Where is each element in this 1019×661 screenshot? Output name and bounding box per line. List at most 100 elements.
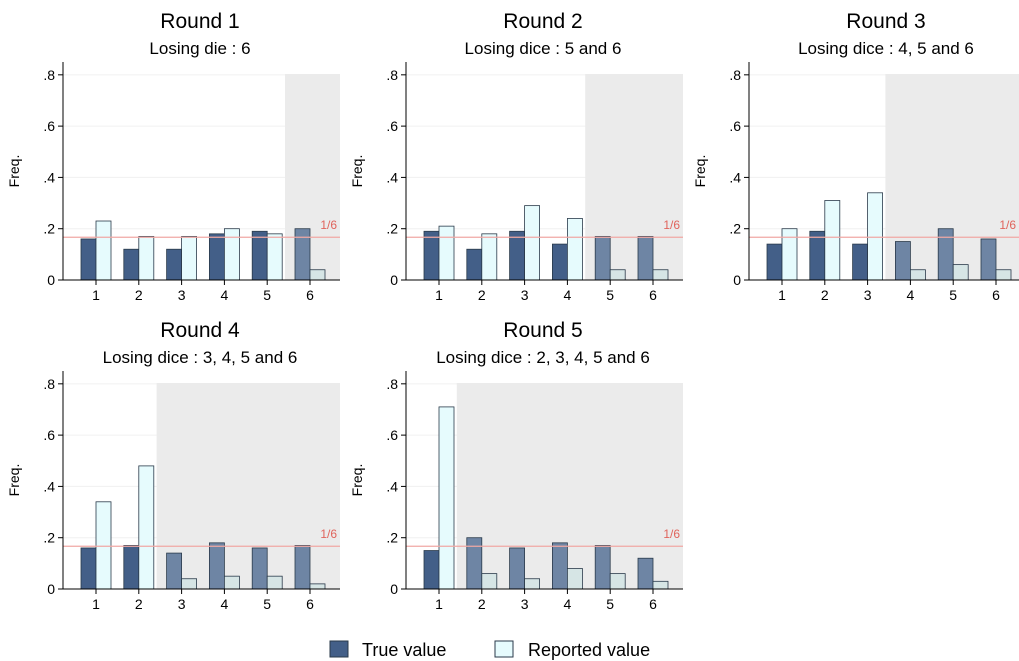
y-tick-label: .6 (729, 118, 741, 134)
bar-reported-value (567, 218, 583, 281)
y-tick-label: .8 (386, 67, 398, 83)
x-tick-label: 5 (606, 596, 614, 612)
panel-round-1: Round 1 Losing die : 6 1 2 3 4 5 6 1/6 0 .2 .4 .6 .8 F… (6, 10, 340, 303)
y-tick-label: 0 (390, 272, 398, 288)
x-tick-label: 6 (306, 287, 314, 303)
x-tick-label: 4 (221, 596, 229, 612)
bar-reported-value (481, 233, 498, 281)
x-tick-label: 4 (907, 287, 915, 303)
x-tick-label: 4 (221, 287, 229, 303)
panel-subtitle: Losing dice : 4, 5 and 6 (798, 39, 974, 58)
x-tick-label: 5 (263, 287, 271, 303)
y-axis-label: Freq. (349, 464, 365, 497)
x-tick-label: 6 (649, 596, 657, 612)
y-tick-label: 0 (47, 272, 55, 288)
reference-line-label: 1/6 (320, 218, 337, 232)
y-tick-label: 0 (390, 581, 398, 597)
x-tick-label: 4 (564, 596, 572, 612)
bar-true-value (895, 241, 911, 281)
bar-reported-value (609, 269, 626, 281)
y-axis-label: Freq. (349, 155, 365, 188)
y-tick-label: .2 (729, 221, 741, 237)
x-tick-label: 5 (949, 287, 957, 303)
y-tick-label: .4 (386, 478, 398, 494)
x-tick-label: 2 (821, 287, 829, 303)
bar-true-value (852, 243, 868, 281)
bar-true-value (251, 230, 268, 281)
x-tick-label: 6 (649, 287, 657, 303)
bar-reported-value (910, 269, 926, 281)
legend-label-true-value: True value (362, 640, 446, 660)
y-axis-label: Freq. (692, 155, 708, 188)
x-tick-label: 3 (521, 596, 529, 612)
panel-round-2: Round 2 Losing dice : 5 and 6 1 2 3 4 5 6 1/6 0 .2… (349, 10, 683, 303)
bar-reported-value (309, 583, 326, 590)
x-tick-label: 1 (435, 596, 443, 612)
bar-reported-value (181, 578, 198, 590)
panel-subtitle: Losing dice : 2, 3, 4, 5 and 6 (436, 348, 650, 367)
bar-true-value (80, 238, 97, 281)
x-tick-label: 2 (478, 596, 486, 612)
bar-true-value (294, 228, 311, 281)
bar-true-value (466, 248, 483, 281)
bar-true-value (423, 230, 440, 281)
bar-true-value (980, 238, 997, 281)
x-tick-label: 6 (992, 287, 1000, 303)
bar-true-value (594, 235, 611, 281)
y-tick-label: 0 (733, 272, 741, 288)
y-axis-label: Freq. (6, 155, 22, 188)
panel-title: Round 5 (503, 319, 582, 342)
y-tick-label: .4 (43, 169, 55, 185)
bar-reported-value (95, 220, 112, 281)
reference-line-label: 1/6 (663, 527, 680, 541)
bar-reported-value (266, 575, 283, 590)
bar-true-value (166, 552, 183, 590)
bar-true-value (251, 547, 268, 590)
bar-reported-value (223, 575, 240, 590)
y-tick-label: .2 (386, 221, 398, 237)
panel-subtitle: Losing die : 6 (149, 39, 250, 58)
y-tick-label: .2 (386, 530, 398, 546)
y-tick-label: .6 (43, 118, 55, 134)
x-tick-label: 3 (178, 596, 186, 612)
bar-true-value (423, 550, 440, 590)
x-tick-label: 5 (263, 596, 271, 612)
bar-reported-value (95, 501, 112, 590)
losing-region-shade (456, 383, 683, 589)
legend-label-reported-value: Reported value (528, 640, 650, 660)
x-tick-label: 2 (135, 287, 143, 303)
bar-true-value (123, 545, 140, 590)
legend: True value Reported value (329, 640, 650, 660)
y-tick-label: .4 (729, 169, 741, 185)
bar-reported-value (824, 200, 841, 281)
panel-title: Round 1 (160, 10, 239, 33)
y-tick-label: .2 (43, 221, 55, 237)
x-tick-label: 2 (478, 287, 486, 303)
bar-reported-value (138, 235, 155, 281)
losing-region-shade (285, 74, 340, 280)
x-tick-label: 1 (92, 287, 100, 303)
bar-true-value (208, 233, 225, 281)
bar-reported-value (867, 192, 883, 281)
bar-reported-value (223, 228, 240, 281)
x-tick-label: 1 (778, 287, 786, 303)
bar-reported-value (438, 406, 455, 590)
bar-true-value (637, 235, 654, 281)
bar-true-value (937, 228, 954, 281)
bar-true-value (594, 545, 611, 590)
y-tick-label: .8 (43, 67, 55, 83)
panels: Round 1 Losing die : 6 1 2 3 4 5 6 1/6 0 .2 .4 .6 .8 F… (6, 10, 1019, 612)
x-tick-label: 1 (435, 287, 443, 303)
bar-reported-value (438, 225, 455, 281)
x-tick-label: 4 (564, 287, 572, 303)
bar-true-value (294, 545, 311, 590)
panel-title: Round 3 (846, 10, 925, 33)
bar-reported-value (609, 573, 626, 590)
bar-true-value (809, 230, 826, 281)
legend-swatch-reported-value (494, 640, 514, 658)
bar-reported-value (524, 578, 540, 590)
bar-true-value (466, 537, 483, 590)
bar-true-value (509, 547, 526, 590)
panel-round-5: Round 5 Losing dice : 2, 3, 4, 5 and 6 1 2 3… (349, 319, 683, 612)
